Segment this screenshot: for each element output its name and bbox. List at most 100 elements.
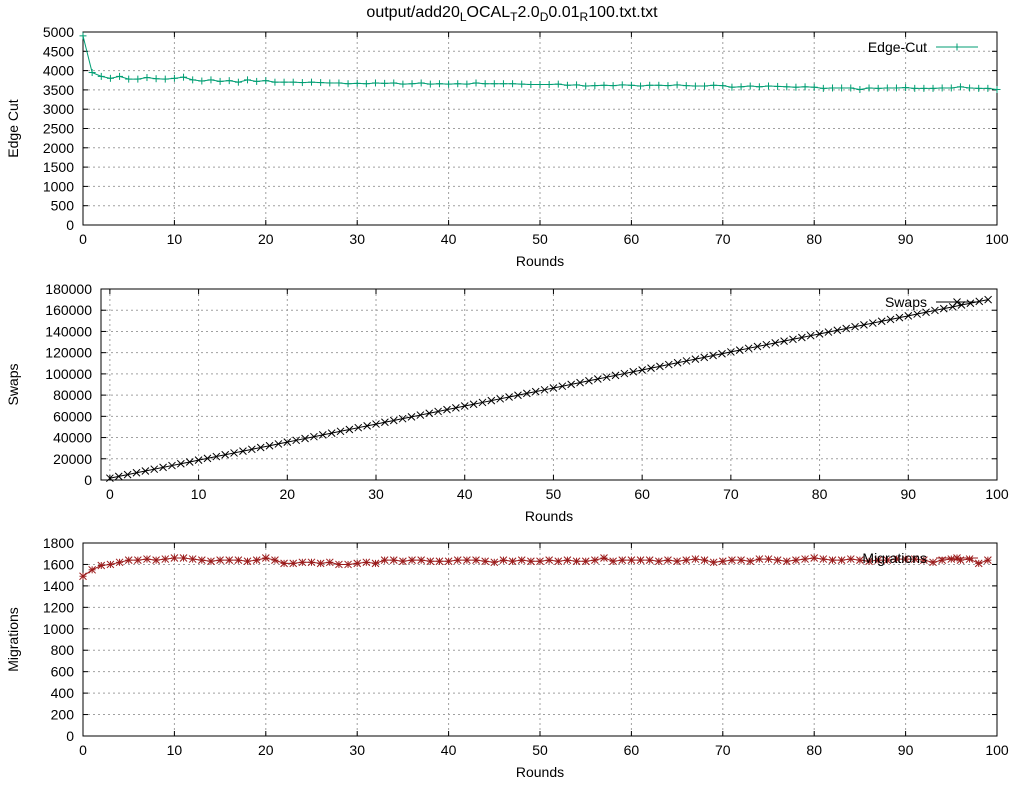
y-tick-label: 1800 bbox=[43, 535, 74, 551]
y-tick-label: 800 bbox=[51, 642, 75, 658]
data-point bbox=[203, 454, 212, 463]
data-point bbox=[371, 559, 380, 568]
data-point bbox=[673, 557, 681, 566]
x-tick-label: 80 bbox=[812, 486, 828, 502]
data-point bbox=[399, 557, 407, 566]
data-point bbox=[496, 394, 505, 403]
data-point bbox=[824, 328, 833, 336]
data-point bbox=[454, 80, 462, 88]
data-point bbox=[984, 556, 992, 565]
data-point bbox=[545, 556, 553, 565]
data-point bbox=[815, 330, 824, 338]
data-point bbox=[478, 398, 487, 407]
data-point bbox=[774, 82, 782, 90]
x-tick-label: 30 bbox=[349, 742, 365, 758]
data-point bbox=[764, 555, 773, 563]
data-point bbox=[938, 84, 946, 92]
data-point bbox=[691, 82, 699, 90]
data-point bbox=[902, 84, 910, 92]
y-tick-label: 180000 bbox=[45, 281, 92, 297]
title-subscript: T bbox=[510, 10, 518, 24]
x-tick-label: 90 bbox=[898, 231, 914, 247]
data-point bbox=[416, 411, 425, 419]
data-point bbox=[792, 83, 800, 91]
data-point bbox=[901, 555, 910, 563]
legend: Migrations bbox=[862, 550, 978, 566]
data-point bbox=[847, 84, 855, 92]
data-point bbox=[252, 556, 261, 565]
data-point bbox=[243, 557, 252, 566]
data-point bbox=[490, 80, 498, 88]
data-point bbox=[362, 80, 370, 88]
data-point bbox=[771, 339, 780, 347]
series-line bbox=[109, 299, 989, 479]
x-axis-label: Rounds bbox=[525, 508, 573, 524]
x-tick-label: 0 bbox=[106, 486, 114, 502]
figure-title: output/add20LOCALT2.0D0.01R100.txt.txt bbox=[366, 4, 658, 24]
data-point bbox=[380, 556, 389, 565]
data-point bbox=[509, 80, 517, 88]
data-point bbox=[97, 72, 105, 80]
data-point bbox=[354, 423, 363, 432]
data-point bbox=[910, 555, 919, 563]
data-point bbox=[974, 559, 983, 568]
data-point bbox=[262, 77, 270, 85]
data-point bbox=[527, 80, 535, 88]
x-tick-label: 90 bbox=[898, 742, 914, 758]
data-point bbox=[810, 83, 818, 91]
data-point bbox=[188, 555, 197, 563]
data-point bbox=[522, 389, 531, 398]
data-point bbox=[904, 311, 913, 320]
title-part: 100.txt.txt bbox=[588, 4, 658, 21]
data-point bbox=[554, 80, 562, 88]
data-point bbox=[874, 556, 883, 565]
data-point bbox=[325, 558, 334, 567]
data-point bbox=[755, 83, 763, 91]
data-point bbox=[966, 84, 974, 92]
data-point bbox=[125, 75, 133, 83]
data-point bbox=[654, 557, 663, 566]
y-tick-label: 120000 bbox=[45, 345, 92, 361]
data-point bbox=[244, 76, 252, 84]
data-point bbox=[453, 556, 462, 565]
data-point bbox=[425, 409, 434, 418]
data-point bbox=[518, 80, 526, 88]
x-tick-label: 10 bbox=[167, 742, 183, 758]
x-tick-label: 50 bbox=[546, 486, 562, 502]
data-point bbox=[363, 422, 371, 430]
data-point bbox=[828, 84, 836, 92]
title-part: OCAL bbox=[467, 4, 511, 21]
data-point bbox=[505, 393, 513, 401]
data-point bbox=[646, 81, 654, 89]
data-point bbox=[728, 83, 736, 91]
data-point bbox=[230, 449, 238, 457]
chart-panel-3: 0 10 20 30 40 50 60 70 80 90 100020040060080010001… bbox=[5, 535, 1009, 780]
data-point bbox=[892, 84, 900, 92]
x-tick-label: 20 bbox=[258, 231, 274, 247]
x-tick-label: 70 bbox=[715, 742, 731, 758]
data-point bbox=[913, 310, 922, 318]
data-point bbox=[636, 556, 645, 565]
data-point bbox=[819, 84, 827, 92]
data-point bbox=[508, 557, 517, 566]
x-tick-label: 70 bbox=[723, 486, 739, 502]
data-point bbox=[298, 558, 307, 567]
data-point bbox=[931, 306, 939, 315]
data-point bbox=[353, 79, 361, 87]
data-point bbox=[664, 556, 672, 565]
data-point bbox=[783, 83, 791, 91]
data-point bbox=[883, 556, 892, 565]
data-point bbox=[673, 81, 681, 89]
data-point bbox=[957, 301, 966, 309]
data-point bbox=[234, 78, 242, 86]
x-tick-label: 10 bbox=[191, 486, 207, 502]
x-tick-label: 40 bbox=[441, 742, 457, 758]
data-point bbox=[874, 84, 882, 92]
data-point bbox=[618, 556, 627, 565]
data-point bbox=[133, 556, 142, 565]
data-point bbox=[106, 74, 114, 82]
data-point bbox=[828, 556, 837, 565]
data-point bbox=[581, 557, 590, 566]
x-tick-label: 10 bbox=[167, 231, 183, 247]
data-point bbox=[225, 77, 233, 85]
